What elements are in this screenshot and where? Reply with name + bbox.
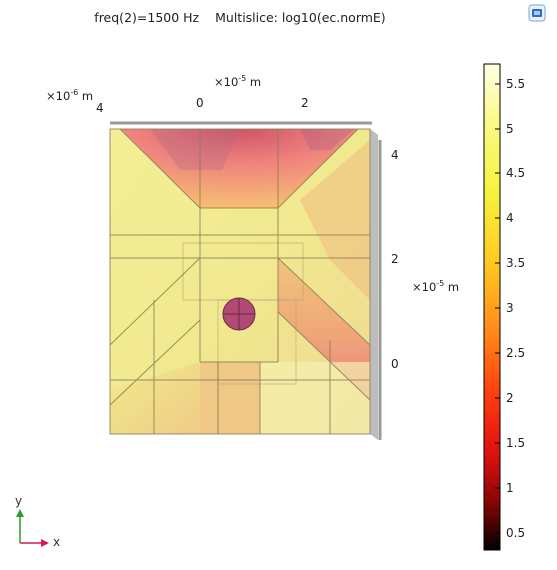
inner-box: [217, 299, 297, 385]
left-axis-unit: ×10-6 m: [46, 88, 94, 103]
colorbar: [483, 63, 501, 551]
triad-x-label: x: [53, 535, 61, 549]
colorbar-label: 3.5: [506, 256, 526, 270]
colorbar-label: 3: [506, 301, 514, 315]
graphics-badge-icon[interactable]: [528, 4, 546, 22]
right-axis-tick: 2: [391, 252, 399, 266]
field-region-top: [120, 129, 358, 208]
slice-side-edge: [370, 129, 378, 440]
plot-title-dataset: Multislice: log10(ec.normE): [215, 10, 386, 25]
top-axis-unit: ×10-5 m: [214, 74, 262, 89]
colorbar-label: 4: [506, 211, 514, 225]
geometry-edges: [109, 128, 371, 435]
field-region-top-dark: [150, 129, 240, 170]
triad-y-label: y: [15, 494, 23, 508]
right-axis-tick: 0: [391, 357, 399, 371]
plot-title: freq(2)=1500 Hz Multislice: log10(ec.nor…: [0, 10, 480, 25]
plot-title-expression: freq(2)=1500 Hz: [94, 10, 200, 25]
right-axis-tick: 4: [391, 148, 399, 162]
right-axis-unit: ×10-5 m: [412, 279, 460, 294]
colorbar-ticks: [495, 83, 500, 534]
colorbar-label: 2: [506, 391, 514, 405]
colorbar-label: 0.5: [506, 526, 526, 540]
top-axis-tick: 2: [301, 96, 309, 110]
field-region-bottom-right: [260, 362, 370, 434]
field-region-bottom: [200, 362, 260, 434]
colorbar-label: 5: [506, 122, 514, 136]
colorbar-label: 4.5: [506, 166, 526, 180]
axis-triad: [16, 509, 49, 547]
colorbar-label: 5.5: [506, 77, 526, 91]
top-axis-tick: 0: [196, 96, 204, 110]
field-region-top-dark: [300, 129, 355, 150]
field-region-right: [300, 140, 370, 300]
colorbar-label: 2.5: [506, 346, 526, 360]
colorbar-label: 1: [506, 481, 514, 495]
left-axis-tick: 4: [96, 101, 104, 115]
colorbar-label: 1.5: [506, 436, 526, 450]
